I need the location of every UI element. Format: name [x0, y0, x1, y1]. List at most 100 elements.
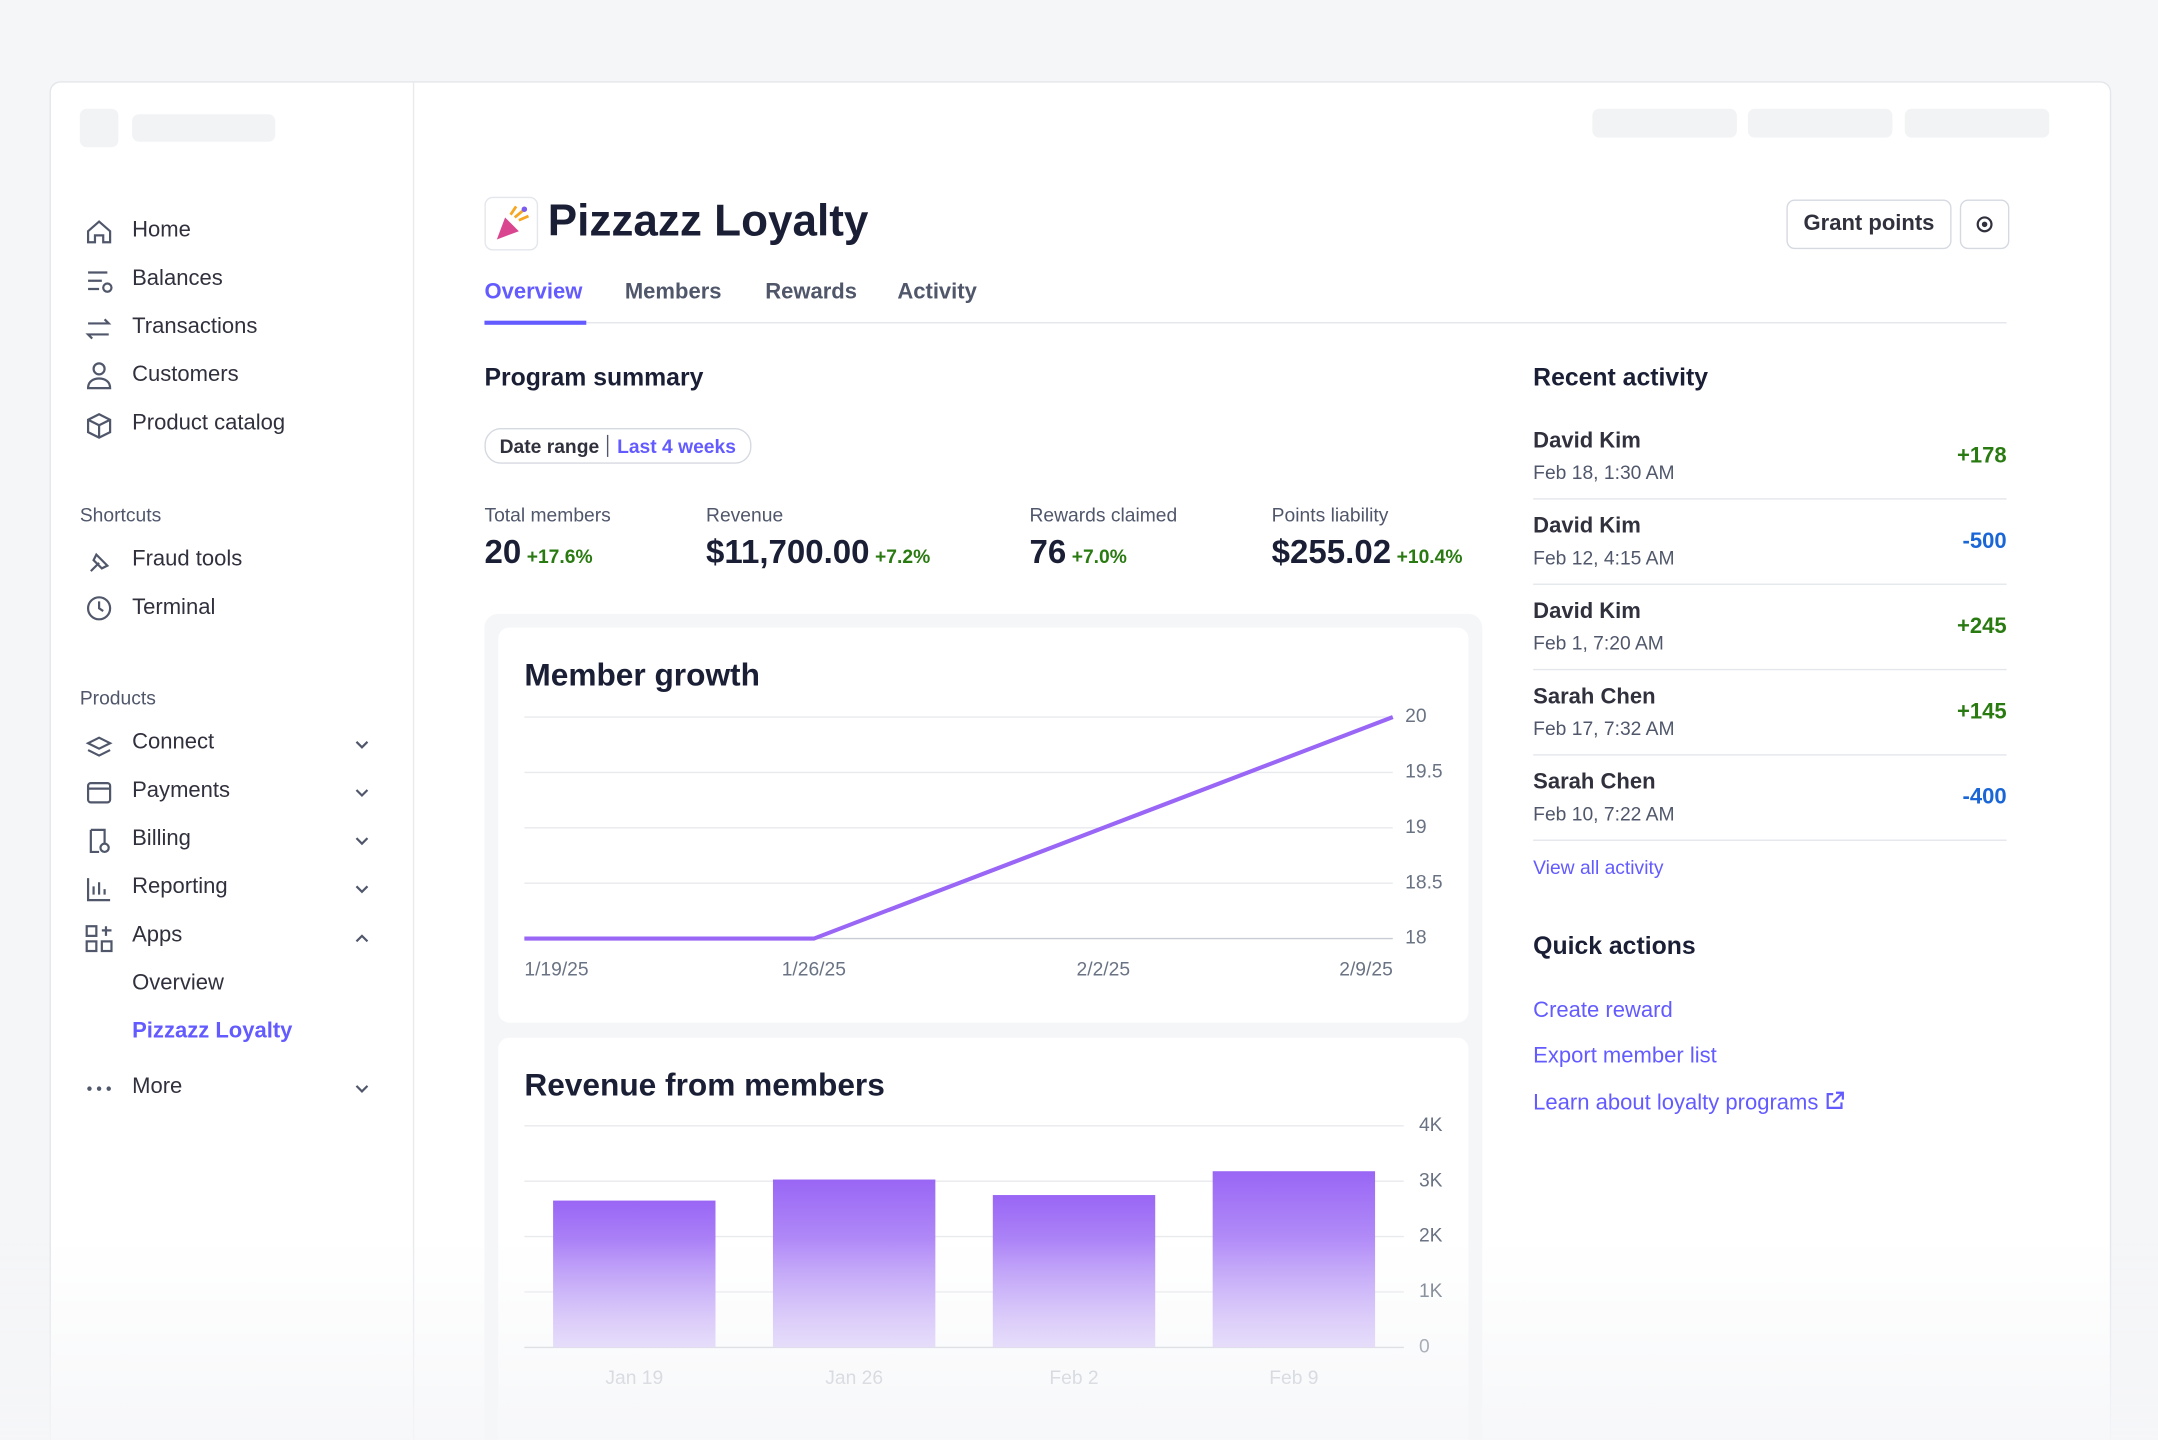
x-tick-label: 1/19/25 — [524, 959, 588, 980]
divider — [1533, 839, 2007, 841]
nav-item[interactable]: Fraud tools — [132, 547, 243, 572]
x-tick-label: Feb 9 — [1269, 1368, 1318, 1389]
divider — [1533, 583, 2007, 585]
stat-change: +10.4% — [1396, 545, 1463, 568]
section-heading: Shortcuts — [79, 503, 162, 526]
nav-item[interactable]: Connect — [132, 730, 215, 755]
stat-row: $255.02 +10.4% — [1272, 534, 1463, 573]
stat-row: 20 +17.6% — [484, 534, 592, 573]
nav-item[interactable]: More — [132, 1074, 183, 1099]
stat-value: $255.02 — [1271, 533, 1392, 572]
y-tick-label: 20 — [1405, 706, 1426, 727]
stat-label: Total members — [484, 503, 611, 526]
stat-change: +17.6% — [526, 545, 593, 568]
y-tick-label: 19 — [1405, 817, 1426, 838]
settings-button[interactable] — [1959, 199, 2010, 250]
tab[interactable]: Members — [624, 280, 722, 305]
action-link[interactable]: Create reward — [1533, 999, 1673, 1023]
y-tick-label: 3K — [1419, 1170, 1443, 1191]
top-placeholder — [1747, 108, 1893, 138]
activity-amount: -400 — [1962, 785, 2007, 810]
tab-divider — [484, 322, 2007, 324]
filter-value: Last 4 weeks — [607, 435, 736, 457]
y-tick-label: 18.5 — [1405, 872, 1442, 893]
activity-time: Feb 12, 4:15 AM — [1533, 546, 1675, 569]
nav-item[interactable]: Home — [132, 218, 191, 243]
action-link[interactable]: Learn about loyalty programs — [1533, 1091, 1819, 1115]
nav-item[interactable]: Customers — [132, 363, 239, 387]
x-tick-label: Jan 19 — [605, 1368, 663, 1389]
section-title: Program summary — [484, 363, 704, 391]
stat-row: 76 +7.0% — [1029, 534, 1126, 573]
line — [524, 715, 1394, 941]
view-all-link[interactable]: View all activity — [1533, 856, 1664, 879]
stat-label: Revenue — [706, 503, 784, 526]
tab-active[interactable]: Overview — [484, 280, 583, 305]
y-tick-label: 18 — [1405, 928, 1426, 949]
activity-time: Feb 18, 1:30 AM — [1533, 461, 1675, 484]
sidebar-icons — [85, 220, 369, 1093]
x-tick-label: 2/9/25 — [1339, 959, 1393, 980]
nav-item[interactable]: Apps — [132, 923, 183, 947]
x-tick-label: Feb 2 — [1049, 1368, 1098, 1389]
grant-points-button[interactable]: Grant points — [1786, 199, 1952, 250]
divider — [1533, 668, 2007, 671]
y-tick-label: 0 — [1419, 1336, 1430, 1357]
chart-card — [498, 627, 1469, 1023]
nav-item[interactable]: Transactions — [132, 315, 258, 339]
activity-name: Sarah Chen — [1533, 770, 1656, 795]
nav-item[interactable]: Payments — [132, 778, 231, 803]
y-tick-label: 1K — [1419, 1281, 1443, 1302]
sidebar — [50, 81, 415, 1440]
activity-name: David Kim — [1533, 429, 1641, 453]
activity-amount: +178 — [1957, 444, 2007, 468]
stat-change: +7.0% — [1071, 545, 1127, 568]
nav-item[interactable]: Reporting — [132, 875, 228, 899]
logo-placeholder — [79, 108, 119, 148]
external-icon — [1826, 1091, 1845, 1110]
nav-item-active[interactable]: Pizzazz Loyalty — [132, 1019, 293, 1044]
stat-label: Points liability — [1271, 503, 1389, 526]
action-link[interactable]: Export member list — [1533, 1044, 1717, 1068]
activity-time: Feb 10, 7:22 AM — [1533, 802, 1675, 825]
activity-amount: +245 — [1957, 615, 2007, 639]
x-tick-label: Jan 26 — [825, 1368, 883, 1389]
account-placeholder — [132, 114, 276, 142]
divider — [1533, 498, 2007, 500]
date-range-filter[interactable]: Date range Last 4 weeks — [484, 428, 752, 464]
nav-item[interactable]: Terminal — [132, 595, 216, 620]
activity-time: Feb 17, 7:32 AM — [1533, 717, 1675, 740]
app-icon — [484, 196, 539, 251]
activity-amount: +145 — [1957, 700, 2007, 724]
tab[interactable]: Activity — [897, 280, 977, 305]
top-placeholder — [1904, 108, 2050, 138]
page-title: Pizzazz Loyalty — [547, 195, 869, 245]
bar — [553, 1200, 716, 1348]
y-tick-label: 4K — [1419, 1115, 1443, 1136]
party-icon — [496, 205, 530, 240]
stat-value: $11,700.00 — [706, 533, 870, 572]
tab[interactable]: Rewards — [765, 280, 858, 305]
nav-item[interactable]: Balances — [132, 266, 223, 291]
tab-indicator — [484, 320, 587, 325]
y-tick-label: 2K — [1419, 1226, 1443, 1247]
activity-name: David Kim — [1533, 514, 1641, 539]
top-placeholder — [1592, 108, 1737, 138]
divider — [1533, 754, 2007, 756]
nav-item[interactable]: Billing — [132, 827, 191, 851]
action-link-row: Learn about loyalty programs — [1533, 1090, 1846, 1116]
section-heading: Products — [79, 686, 156, 709]
stat-row: $11,700.00 +7.2% — [706, 534, 930, 573]
gear-icon — [1976, 216, 1993, 233]
nav-item[interactable]: Overview — [132, 971, 224, 996]
chart-title: Revenue from members — [524, 1067, 884, 1103]
activity-amount: -500 — [1962, 529, 2007, 554]
y-tick-label: 19.5 — [1405, 762, 1442, 783]
bar — [1212, 1171, 1376, 1348]
nav-item[interactable]: Product catalog — [132, 411, 286, 435]
activity-name: David Kim — [1533, 600, 1641, 624]
stat-value: 20 — [484, 533, 522, 572]
